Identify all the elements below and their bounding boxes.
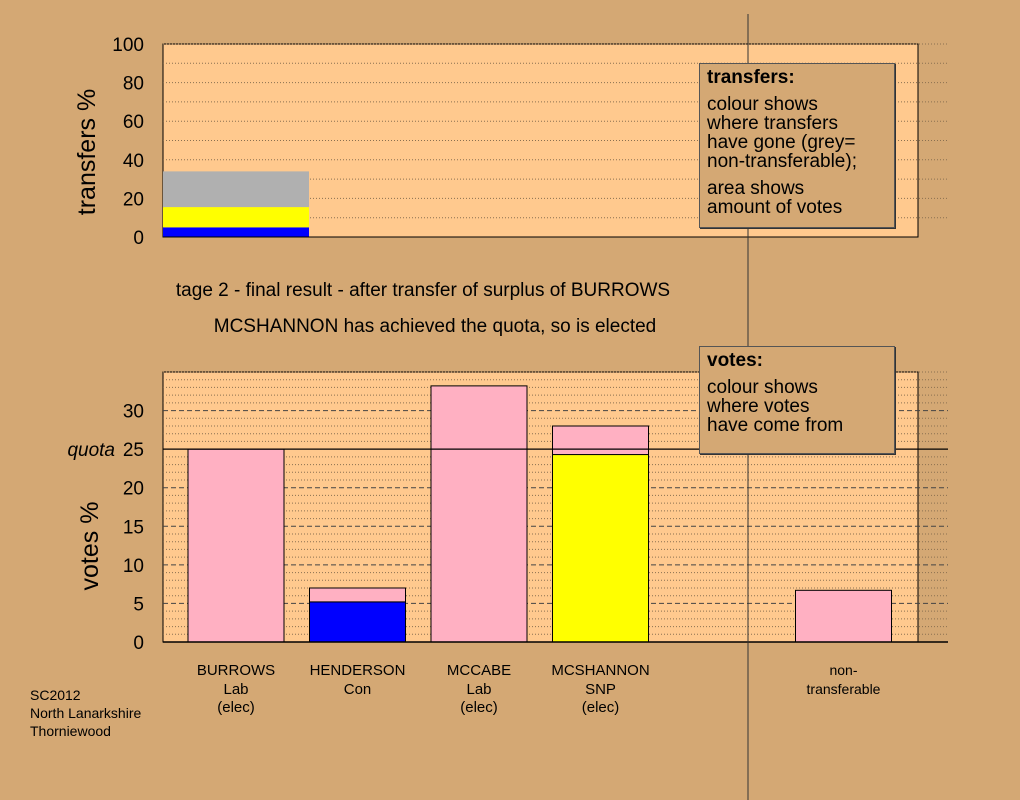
votes-tick-label: 30 [123,402,144,423]
stage-title: tage 2 - final result - after transfer o… [175,280,671,301]
votes-tick-label: 20 [123,479,144,500]
votes-tick-label: 15 [123,517,144,538]
legend-line: non-transferable); [707,151,857,172]
votes-tick-label: 5 [133,594,144,615]
legend-line: amount of votes [707,197,843,218]
votes-bar-segment [309,587,406,603]
transfers-bar-segment [163,207,309,228]
votes-bar-segment [309,601,406,643]
transfers-tick-label: 0 [133,228,144,249]
legend-line: have come from [707,415,844,436]
category-label: (elec) [217,699,255,716]
category-label: Lab [466,681,491,698]
legend-line: have gone (grey= [707,132,856,153]
footer-line: Thorniewood [30,723,111,739]
category-label: BURROWS [197,662,275,679]
legend-line: where votes [707,396,810,417]
category-label: HENDERSON [310,662,406,679]
transfers-legend-title: transfers: [707,67,795,88]
stage-status: MCSHANNON has achieved the quota, so is … [213,316,657,337]
category-label: transferable [807,681,881,697]
votes-tick-label: 25 [123,440,144,461]
category-label: MCCABE [447,662,511,679]
legend-line: area shows [707,178,805,199]
category-label: (elec) [582,699,620,716]
legend-line: colour shows [707,94,818,115]
votes-bar-segment [552,425,649,456]
votes-tick-label: 10 [123,556,144,577]
transfers-tick-label: 60 [123,112,144,133]
votes-bar-segment [552,454,649,643]
transfers-bar-segment [163,171,309,208]
quota-label: quota [67,440,115,461]
footer-line: North Lanarkshire [30,705,142,721]
votes-legend: votes: colour shows where votes have com… [699,346,895,454]
footer-line: SC2012 [30,687,81,703]
transfers-tick-label: 100 [112,35,144,56]
votes-tick-label: 0 [133,633,144,654]
category-label: non- [829,662,857,678]
votes-legend-title: votes: [707,350,763,371]
transfers-tick-label: 40 [123,151,144,172]
category-label: SNP [585,681,616,698]
category-label: Lab [223,681,248,698]
category-label: (elec) [460,699,498,716]
legend-line: colour shows [707,377,818,398]
legend-line: where transfers [707,113,838,134]
footer: SC2012 North Lanarkshire Thorniewood [30,686,141,740]
votes-bar-segment [430,385,528,643]
transfers-axis-label: transfers % [73,89,101,215]
votes-axis-label: votes % [76,502,104,591]
category-label: Con [344,681,372,698]
transfers-legend: transfers: colour shows where transfers … [699,63,895,228]
transfers-tick-label: 80 [123,74,144,95]
transfers-tick-label: 20 [123,189,144,210]
category-label: MCSHANNON [551,662,649,679]
transfers-bar-segment [163,227,309,237]
votes-bar-segment [187,448,285,643]
votes-bar-segment [795,589,892,643]
